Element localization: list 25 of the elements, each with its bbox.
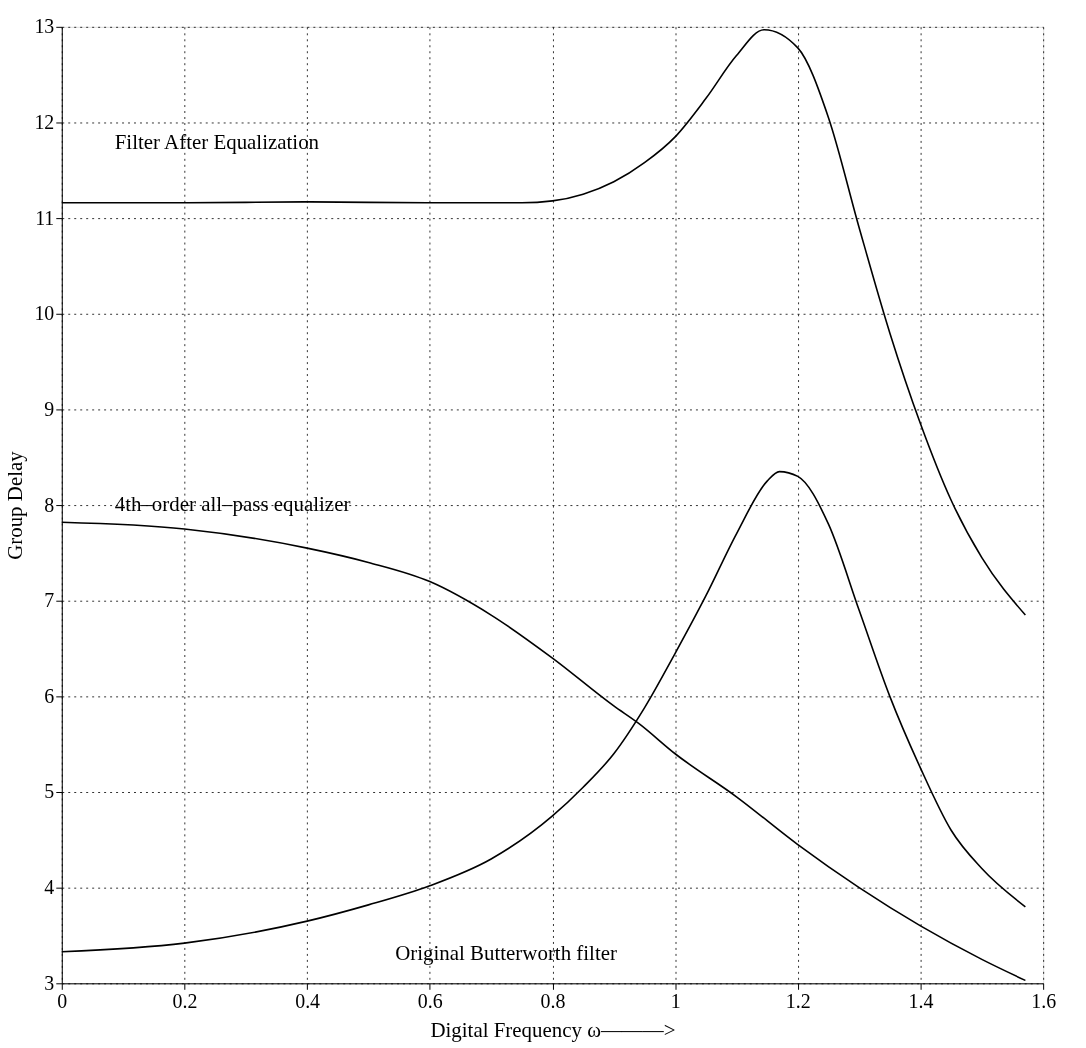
x-tick-label: 1.6 — [1031, 989, 1057, 1012]
x-tick-label: 0.8 — [540, 989, 566, 1012]
x-axis-title: Digital Frequency ω———> — [430, 1017, 676, 1042]
y-tick-label: 9 — [44, 397, 55, 420]
x-tick-label: 0 — [57, 989, 68, 1012]
y-tick-label: 12 — [34, 110, 55, 133]
x-tick-label: 1.4 — [908, 989, 934, 1012]
series-label: 4th–order all–pass equalizer — [114, 492, 351, 517]
series-label: Original Butterworth filter — [395, 940, 617, 965]
x-tick-label: 0.4 — [295, 989, 321, 1012]
y-tick-label: 10 — [34, 302, 55, 325]
y-tick-label: 11 — [35, 206, 55, 229]
y-axis-title: Group Delay — [3, 450, 28, 560]
x-tick-label: 0.2 — [172, 989, 198, 1012]
y-tick-label: 5 — [44, 780, 55, 803]
y-tick-label: 4 — [44, 876, 55, 899]
y-tick-label: 8 — [44, 493, 55, 516]
y-tick-label: 6 — [44, 684, 55, 707]
y-tick-label: 7 — [44, 589, 55, 612]
y-tick-label: 3 — [44, 971, 55, 994]
y-tick-label: 13 — [34, 15, 55, 38]
text: Filter After Equalization — [114, 130, 320, 155]
x-tick-label: 1 — [670, 989, 681, 1012]
x-tick-label: 0.6 — [417, 989, 443, 1012]
x-tick-label: 1.2 — [785, 989, 811, 1012]
